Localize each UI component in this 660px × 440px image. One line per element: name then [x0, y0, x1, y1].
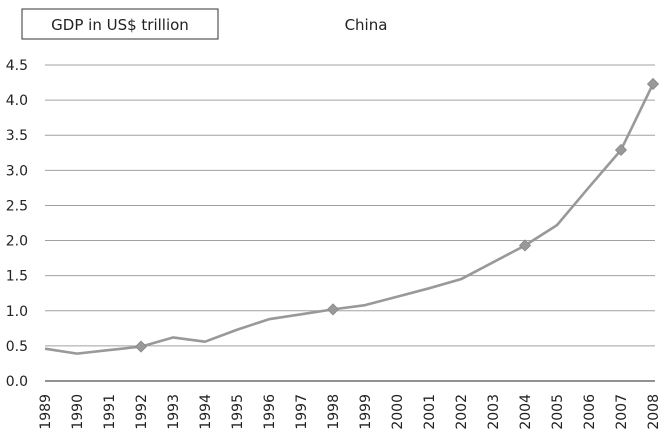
- series-layer: [44, 83, 655, 355]
- x-tick-label: 2003: [486, 394, 502, 430]
- x-tick-label: 2007: [614, 394, 630, 430]
- y-tick-label: 0.0: [6, 374, 28, 390]
- data-point-marker: [614, 143, 628, 157]
- x-tick-label: 2006: [582, 394, 598, 430]
- x-tick-labels: 1989 1990 1991 1992 1993 1994 1995 1996 1997 1998…: [38, 394, 660, 430]
- x-tick-label: 1998: [326, 394, 342, 430]
- x-tick-label: 2004: [518, 394, 534, 430]
- x-tick-label: 1995: [230, 394, 246, 430]
- x-tick-label: 1996: [262, 394, 278, 430]
- ylabel: GDP in US$ trillion: [51, 16, 189, 34]
- y-tick-label: 2.0: [6, 234, 28, 250]
- ylabel-box: [21, 8, 219, 40]
- x-tick-label: 1999: [358, 394, 374, 430]
- grid-lines: [45, 64, 655, 347]
- x-tick-label: 1989: [38, 394, 54, 430]
- data-point-marker: [646, 77, 660, 91]
- y-tick-label: 4.0: [6, 93, 28, 109]
- y-tick-label: 1.0: [6, 304, 28, 320]
- data-point-marker: [134, 340, 148, 353]
- x-tick-label: 1997: [294, 394, 310, 430]
- series-line: [44, 83, 655, 355]
- y-tick-label: 1.5: [6, 269, 28, 285]
- y-tick-label: 0.5: [6, 339, 28, 355]
- y-tick-label: 3.0: [6, 163, 28, 179]
- x-tick-label: 2000: [390, 394, 406, 430]
- y-tick-labels: 0.0 0.5 1.0 1.5 2.0 2.5 3.0 3.5 4.0 4.5: [6, 58, 28, 390]
- data-point-marker: [518, 239, 532, 252]
- y-tick-label: 4.5: [6, 58, 28, 74]
- y-tick-label: 2.5: [6, 198, 28, 214]
- chart-title: China: [345, 16, 388, 34]
- x-tick-label: 2002: [454, 394, 470, 430]
- x-tick-label: 1994: [198, 394, 214, 430]
- data-point-marker: [326, 303, 340, 316]
- markers: [134, 77, 660, 353]
- x-tick-label: 1991: [102, 394, 118, 430]
- x-tick-label: 2008: [646, 394, 660, 430]
- x-tick-label: 1992: [134, 394, 150, 430]
- x-tick-label: 1993: [166, 394, 182, 430]
- y-tick-label: 3.5: [6, 128, 28, 144]
- x-tick-label: 1990: [70, 394, 86, 430]
- x-tick-label: 2001: [422, 394, 438, 430]
- x-tick-label: 2005: [550, 394, 566, 430]
